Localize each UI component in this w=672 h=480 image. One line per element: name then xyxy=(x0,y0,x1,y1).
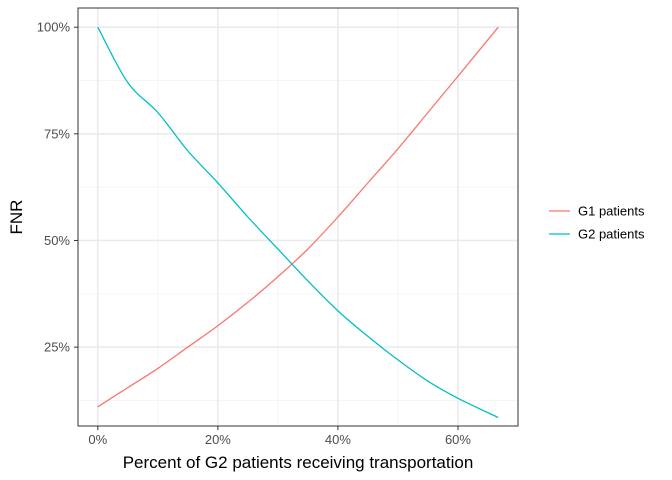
legend-label-g1-patients: G1 patients xyxy=(578,204,645,219)
legend-label-g2-patients: G2 patients xyxy=(578,227,645,242)
y-axis: 25% 50% 75% 100% xyxy=(37,20,78,355)
x-tick-label: 40% xyxy=(325,432,351,447)
y-tick-label: 25% xyxy=(44,340,70,355)
y-tick-label: 100% xyxy=(37,20,71,35)
y-axis-title: FNR xyxy=(7,200,26,235)
legend: G1 patients G2 patients xyxy=(549,204,645,242)
x-tick-label: 60% xyxy=(445,432,471,447)
series-lines xyxy=(97,26,499,419)
x-axis-title: Percent of G2 patients receiving transpo… xyxy=(123,453,474,472)
y-tick-label: 75% xyxy=(44,126,70,141)
series-line-g2-patients xyxy=(97,26,499,419)
major-gridlines xyxy=(78,8,518,426)
plot-panel-background xyxy=(78,8,518,426)
x-axis: 0% 20% 40% 60% xyxy=(88,426,471,447)
series-line-g1-patients xyxy=(97,26,499,408)
x-tick-label: 0% xyxy=(88,432,107,447)
x-tick-label: 20% xyxy=(205,432,231,447)
y-tick-label: 50% xyxy=(44,233,70,248)
plot-panel-border xyxy=(77,7,519,427)
